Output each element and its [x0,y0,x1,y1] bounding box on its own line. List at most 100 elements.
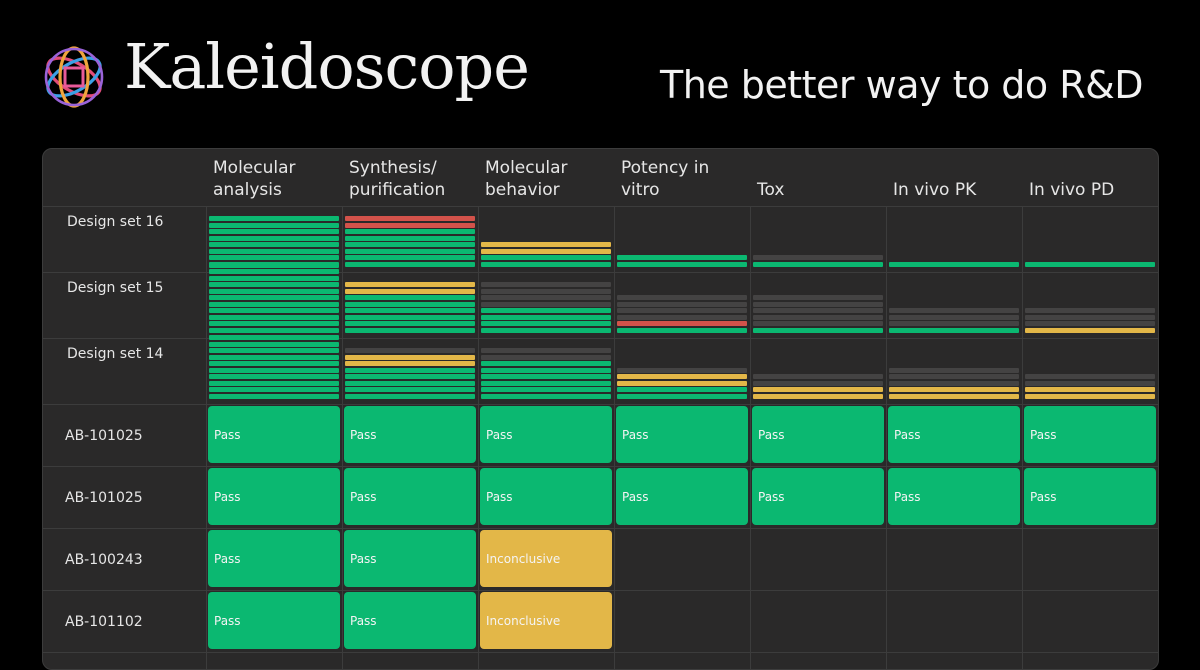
progress-bar [209,374,339,379]
progress-bar [345,348,475,353]
result-cell[interactable]: Pass [1024,406,1156,463]
result-cell[interactable]: Pass [480,468,612,525]
molecule-id[interactable]: AB-101025 [65,428,143,444]
result-cell[interactable]: Pass [480,406,612,463]
progress-bar [617,295,747,300]
result-cell[interactable]: Pass [888,468,1020,525]
progress-bar [481,380,611,386]
progress-bar [209,314,339,320]
result-cell[interactable]: Pass [752,468,884,525]
progress-bar [345,393,475,399]
progress-bar [209,393,339,399]
progress-bar [481,374,611,379]
progress-bar [209,269,339,274]
result-cell[interactable]: Pass [616,406,748,463]
column-header: Molecular behavior [485,158,568,200]
row-divider [43,528,1158,529]
row-divider [43,404,1158,405]
progress-bar [481,321,611,326]
progress-bar [209,348,339,353]
result-cell[interactable]: Pass [208,468,340,525]
progress-bar [1025,380,1155,386]
progress-bar [481,288,611,294]
column-divider [1022,206,1023,669]
result-cell[interactable]: Pass [1024,468,1156,525]
progress-bar [345,361,475,366]
progress-bar [209,255,339,260]
column-divider [206,206,207,669]
progress-bar [889,327,1019,333]
column-header: In vivo PK [893,180,977,200]
progress-bar [481,387,611,392]
result-cell[interactable]: Pass [344,592,476,649]
column-divider [342,206,343,669]
kaleidoscope-logo-icon [44,46,104,108]
progress-bar [617,393,747,399]
progress-bar [345,242,475,247]
progress-bar [209,262,339,268]
row-divider [43,590,1158,591]
design-set-label[interactable]: Design set 14 [67,346,164,362]
progress-bar [889,308,1019,313]
progress-bar [345,308,475,313]
progress-bar [617,327,747,333]
progress-bar [481,327,611,333]
progress-bar [209,380,339,386]
progress-bar [1025,387,1155,392]
progress-bar [481,361,611,366]
progress-bar [753,380,883,386]
progress-bar [753,321,883,326]
progress-bar [753,255,883,260]
column-header: Potency in vitro [621,158,710,200]
results-grid: Molecular analysis Synthesis/ purificatio… [42,148,1159,670]
progress-bar [345,374,475,379]
tagline: The better way to do R&D [660,63,1144,107]
molecule-id[interactable]: AB-100243 [65,552,143,568]
progress-bar [753,314,883,320]
design-set-label[interactable]: Design set 16 [67,214,164,230]
result-cell[interactable]: Pass [208,406,340,463]
progress-bar [345,235,475,241]
result-cell[interactable]: Pass [344,468,476,525]
result-cell[interactable]: Inconclusive [480,592,612,649]
progress-bar [889,367,1019,373]
row-divider [43,338,1158,339]
progress-bar [617,308,747,313]
molecule-id[interactable]: AB-101102 [65,614,143,630]
result-cell[interactable]: Pass [344,406,476,463]
result-cell[interactable]: Pass [888,406,1020,463]
progress-bar [345,229,475,234]
progress-bar [753,327,883,333]
result-cell[interactable]: Pass [752,406,884,463]
design-set-label[interactable]: Design set 15 [67,280,164,296]
progress-bar [345,321,475,326]
progress-bar [481,348,611,353]
column-divider [1158,206,1159,669]
progress-bar [209,295,339,300]
result-cell[interactable]: Pass [208,592,340,649]
column-header: Molecular analysis [213,158,296,200]
progress-bar [753,374,883,379]
result-cell[interactable]: Inconclusive [480,530,612,587]
progress-bar [209,288,339,294]
result-cell[interactable]: Pass [208,530,340,587]
progress-bar [1025,261,1155,267]
progress-bar [209,248,339,254]
progress-bar [481,282,611,287]
progress-bar [481,261,611,267]
progress-bar [1025,314,1155,320]
molecule-id[interactable]: AB-101025 [65,490,143,506]
row-divider [43,272,1158,273]
progress-bar [617,374,747,379]
result-cell[interactable]: Pass [344,530,476,587]
progress-bar [345,248,475,254]
result-cell[interactable]: Pass [616,468,748,525]
progress-bar [753,261,883,267]
progress-bar [889,393,1019,399]
header-divider [43,206,1158,207]
progress-bar [617,314,747,320]
progress-bar [209,229,339,234]
progress-bar [209,235,339,241]
progress-bar [753,295,883,300]
progress-bar [481,242,611,247]
